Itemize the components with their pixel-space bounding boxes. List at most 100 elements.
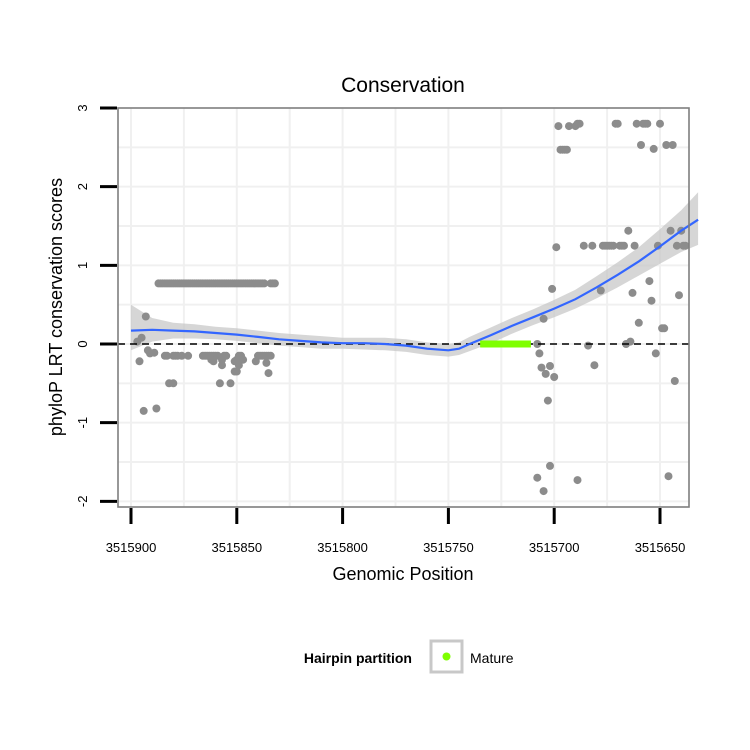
data-point xyxy=(624,226,633,235)
data-point xyxy=(546,461,554,470)
data-point xyxy=(670,377,679,385)
x-tick-label: 3515850 xyxy=(211,540,262,555)
data-point xyxy=(541,369,550,378)
data-point xyxy=(184,351,193,360)
data-point xyxy=(613,119,622,128)
data-point xyxy=(177,351,186,360)
data-point xyxy=(270,279,279,288)
y-tick-label: -1 xyxy=(75,417,90,429)
data-point xyxy=(226,379,235,388)
data-point xyxy=(546,362,554,370)
legend-key-box xyxy=(429,639,464,674)
y-tick-label: 1 xyxy=(75,262,90,269)
data-point xyxy=(537,363,546,372)
data-point xyxy=(251,357,260,366)
x-axis-label: Genomic Position xyxy=(332,564,473,584)
data-point xyxy=(260,279,269,288)
panel-background xyxy=(118,108,689,507)
data-point xyxy=(552,243,561,252)
x-axis: 3515900 3515850 3515800 3515750 3515700 35156… xyxy=(106,508,686,555)
data-point xyxy=(239,355,248,364)
x-tick-label: 3515700 xyxy=(529,540,580,555)
x-tick-label: 3515800 xyxy=(317,540,368,555)
data-point xyxy=(533,340,542,348)
y-tick-label: 2 xyxy=(75,183,90,190)
data-point xyxy=(539,487,548,496)
data-point xyxy=(660,324,669,333)
data-point xyxy=(169,379,178,388)
smooth-trend-line xyxy=(130,218,699,352)
data-point xyxy=(584,341,593,350)
data-point xyxy=(150,348,159,357)
legend-label-mature: Mature xyxy=(470,650,514,666)
data-point xyxy=(139,406,148,415)
data-point xyxy=(562,145,571,154)
data-point xyxy=(550,373,559,381)
data-points xyxy=(133,119,690,496)
data-point xyxy=(579,241,588,250)
data-point xyxy=(630,241,639,250)
data-point xyxy=(628,288,637,297)
data-point xyxy=(262,358,271,367)
data-point xyxy=(675,291,683,300)
y-tick-label: 3 xyxy=(75,104,90,111)
plot-panel xyxy=(117,107,699,508)
data-point xyxy=(266,351,275,360)
data-point xyxy=(573,476,582,485)
data-point xyxy=(637,141,645,149)
y-tick-label: -2 xyxy=(75,496,90,508)
data-point xyxy=(634,318,643,327)
data-point xyxy=(141,312,150,321)
x-tick-label: 3515900 xyxy=(106,540,157,555)
data-point xyxy=(596,286,605,295)
data-point xyxy=(209,357,218,366)
data-point xyxy=(656,119,664,128)
legend: Hairpin partition Mature xyxy=(304,639,514,674)
data-point xyxy=(163,351,171,360)
data-point xyxy=(548,284,557,293)
data-point xyxy=(681,241,690,250)
data-point xyxy=(135,357,144,366)
y-axis-label: phyloP LRT conservation scores xyxy=(46,178,66,436)
x-tick-label: 3515650 xyxy=(635,540,686,555)
data-point xyxy=(620,241,628,250)
data-point xyxy=(535,349,544,358)
data-point xyxy=(668,141,677,149)
data-point xyxy=(264,369,273,378)
data-point xyxy=(649,144,658,153)
data-point xyxy=(234,361,243,370)
panel-border xyxy=(117,107,690,508)
data-point xyxy=(662,141,671,149)
y-tick-label: 0 xyxy=(75,340,90,347)
data-point xyxy=(533,473,542,482)
data-point xyxy=(590,361,599,370)
data-point xyxy=(565,122,573,131)
data-point xyxy=(575,119,584,128)
data-point xyxy=(647,296,656,305)
gridlines xyxy=(118,108,689,507)
data-point xyxy=(543,396,552,405)
data-point xyxy=(232,367,241,376)
chart-title: Conservation xyxy=(341,74,465,97)
data-point xyxy=(632,119,641,128)
data-point xyxy=(666,226,675,235)
data-point xyxy=(664,472,673,481)
data-point xyxy=(645,277,654,286)
legend-key-mature xyxy=(442,652,451,661)
data-point xyxy=(215,379,224,388)
data-point xyxy=(643,119,652,128)
data-point xyxy=(651,349,660,358)
data-point xyxy=(672,241,681,250)
y-axis: -2 -1 0 1 2 3 xyxy=(75,104,117,507)
data-point xyxy=(554,122,563,131)
data-point xyxy=(588,241,597,250)
data-point xyxy=(539,314,548,323)
data-point xyxy=(152,404,161,413)
data-point xyxy=(218,361,226,370)
x-tick-label: 3515750 xyxy=(423,540,474,555)
legend-title: Hairpin partition xyxy=(304,650,412,666)
confidence-band xyxy=(131,192,699,357)
data-point xyxy=(137,333,146,342)
data-point xyxy=(218,355,226,364)
